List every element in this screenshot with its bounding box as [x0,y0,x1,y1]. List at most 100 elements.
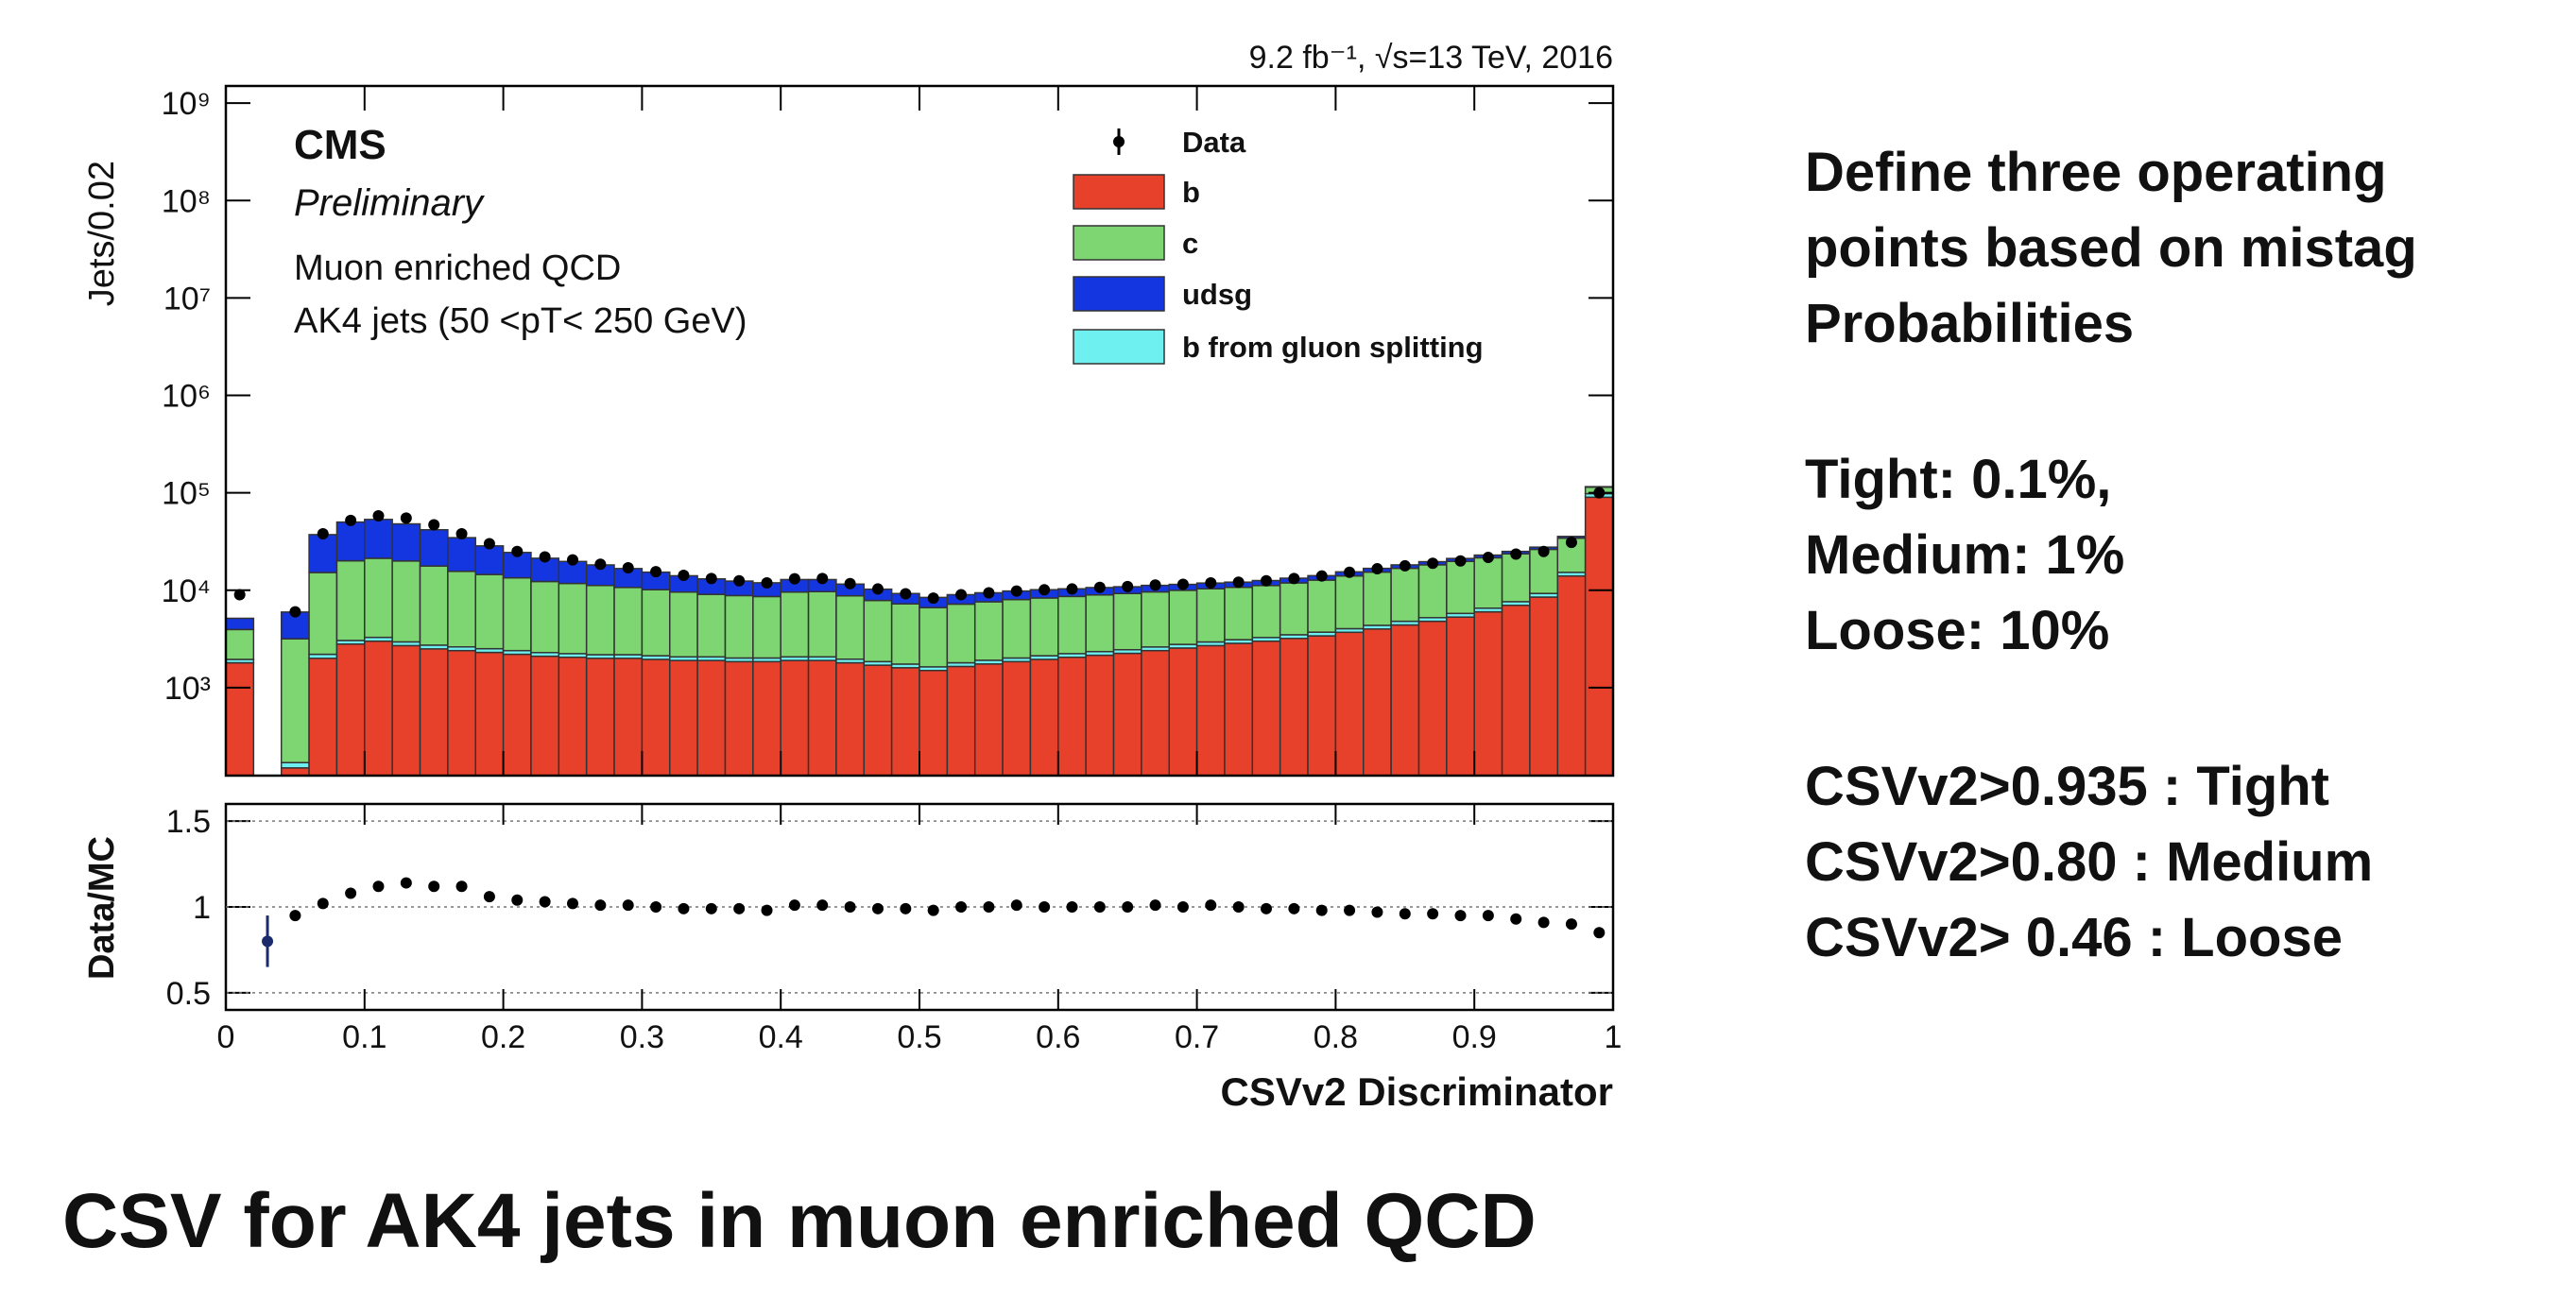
y-tick-label: 10⁹ [162,86,211,122]
histogram-bar [364,640,393,777]
histogram-bar [308,534,338,573]
histogram-bar [391,560,421,643]
data-point [622,561,634,573]
histogram-bar [558,582,588,655]
histogram-bar [1085,593,1115,653]
histogram-bar [946,665,976,777]
data-point [1176,578,1189,590]
legend-label: Data [1182,126,1246,159]
data-point [1510,548,1522,560]
annotation: 9.2 fb⁻¹, √s=13 TeV, 2016 [1249,40,1613,76]
ratio-point [1399,908,1411,920]
data-point [594,558,607,571]
ratio-tick-label: 1 [193,890,211,926]
data-point [428,519,440,531]
histogram-bar [613,658,644,777]
ratio-axis-label: Data/MC [82,836,122,980]
histogram-bar [364,557,393,639]
histogram-bar [530,580,560,654]
histogram-bar [308,572,338,656]
histogram-bar [447,537,476,573]
legend-marker [1113,136,1125,147]
ratio-point [788,899,800,912]
histogram-bar [724,594,754,659]
ratio-point [705,902,717,914]
histogram-bar [890,603,920,665]
ratio-point [733,902,746,914]
ratio-point [1039,901,1051,913]
legend-label: b from gluon splitting [1182,331,1484,364]
data-point [983,587,995,599]
histogram-bar [1390,624,1420,777]
data-point [1537,545,1550,557]
histogram-bar [973,663,1004,777]
ratio-point [567,897,578,910]
histogram-bar [1363,571,1392,626]
data-point [1288,573,1300,585]
ratio-point [1371,906,1383,918]
ratio-point [900,902,912,914]
data-point [455,527,468,539]
histogram-bar [1002,660,1032,777]
histogram-bar [613,587,644,656]
histogram-bar [919,669,949,777]
side-text: CSVv2>0.80 : Medium [1805,831,2373,893]
side-text: CSVv2> 0.46 : Loose [1805,907,2343,968]
data-point [705,573,717,585]
y-tick-label: 10³ [164,671,211,707]
legend-swatch [1073,174,1165,210]
data-point [1149,579,1161,591]
histogram-bar [1168,590,1198,645]
ratio-point [594,899,607,912]
ratio-point [761,904,773,916]
histogram-bar [752,595,781,659]
histogram-bar [1141,649,1170,777]
data-point [345,514,357,526]
histogram-bar [1195,644,1226,777]
histogram-bar [1085,654,1115,777]
data-point [1371,563,1383,575]
y-tick-label: 10⁵ [162,476,211,512]
histogram-bar [280,638,310,763]
histogram-bar [419,648,449,777]
histogram-bar [780,659,810,777]
histogram-bar [225,617,255,631]
legend-swatch [1073,329,1165,365]
data-point [678,570,690,582]
histogram-bar [1334,631,1365,777]
ratio-point [289,910,301,922]
data-point [317,527,329,539]
histogram-bar [1334,574,1365,630]
legend-label: b [1182,176,1200,209]
histogram-bar [585,658,615,777]
data-point [1205,576,1217,589]
x-tick-label: 0.9 [1452,1019,1497,1055]
data-point [816,573,829,585]
data-point [483,538,495,550]
ratio-point [816,899,829,912]
data-point [1232,576,1245,589]
histogram-bar [1251,585,1281,639]
histogram-bar [752,660,781,777]
histogram-bar [1029,597,1059,657]
histogram-bar [919,607,949,668]
side-text: Loose: 10% [1805,600,2109,661]
histogram-bar [641,589,671,657]
histogram-bar [335,521,366,562]
histogram-bar [1002,598,1032,659]
data-point [1565,537,1577,549]
ratio-point [1482,910,1494,922]
histogram-bar [1112,592,1142,651]
histogram-bar [391,522,421,562]
histogram-bar [973,601,1004,661]
ratio-point [539,896,551,908]
histogram-bar [335,643,366,777]
histogram-bar [1307,579,1337,633]
y-axis-label: Jets/0.02 [82,161,122,306]
data-point [900,588,912,600]
data-point [1482,552,1494,564]
data-point [1010,585,1022,597]
histogram-bar [1057,595,1087,655]
histogram-bar [780,590,810,658]
